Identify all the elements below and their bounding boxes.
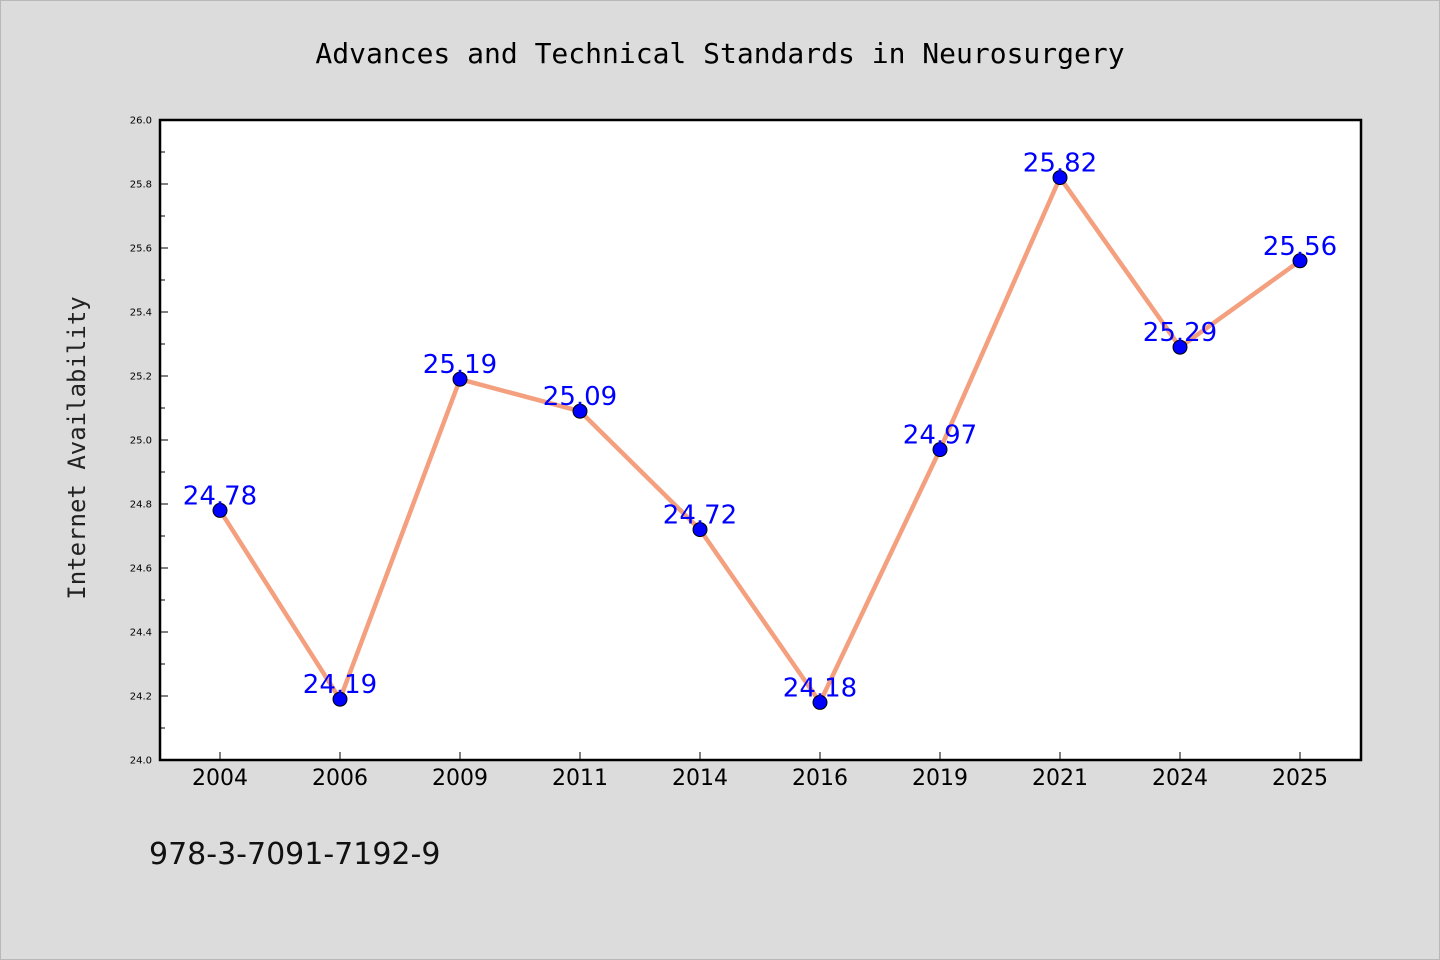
y-tick-label: 25.4: [130, 308, 152, 319]
y-tick-label: 24.0: [130, 756, 152, 767]
x-tick-label: 2009: [432, 766, 488, 791]
x-tick-label: 2016: [792, 766, 848, 791]
y-tick-label: 24.2: [130, 692, 152, 703]
series-line: [218, 175, 1302, 705]
y-tick-label: 24.8: [130, 500, 152, 511]
y-axis-label: Internet Availability: [63, 296, 91, 599]
data-label: 25.29: [1143, 318, 1217, 348]
data-label: 24.19: [303, 670, 377, 700]
data-point: [212, 502, 228, 518]
data-label: 25.19: [423, 350, 497, 380]
isbn-footer: 978-3-7091-7192-9: [149, 837, 440, 872]
y-tick-label: 24.4: [130, 628, 152, 639]
x-tick-label: 2021: [1032, 766, 1088, 791]
x-tick-label: 2011: [552, 766, 608, 791]
chart-title: Advances and Technical Standards in Neur…: [315, 37, 1124, 70]
data-point: [692, 522, 708, 538]
data-point: [572, 403, 588, 419]
y-axis-ticks: 24.0 24.2 24.4 24.6 24.8 25.0 25.2 25.4 25.6 25.8…: [130, 116, 168, 767]
y-tick-label: 25.8: [130, 180, 152, 191]
y-tick-label: 25.0: [130, 436, 152, 447]
y-tick-label: 25.6: [130, 244, 152, 255]
x-tick-label: 2025: [1272, 766, 1328, 791]
data-label: 24.97: [903, 421, 977, 451]
data-label: 24.78: [183, 481, 257, 511]
data-label: 25.09: [543, 382, 617, 412]
data-label: 24.72: [663, 501, 737, 531]
data-point: [812, 694, 828, 710]
data-label: 25.56: [1263, 232, 1337, 262]
data-point: [452, 371, 468, 387]
data-label: 24.18: [783, 673, 857, 703]
y-tick-label: 24.6: [130, 564, 152, 575]
x-tick-label: 2019: [912, 766, 968, 791]
x-tick-label: 2024: [1152, 766, 1208, 791]
data-point: [1052, 170, 1068, 186]
x-tick-label: 2014: [672, 766, 728, 791]
y-tick-label: 25.2: [130, 372, 152, 383]
data-point: [332, 691, 348, 707]
plot-area: [158, 118, 1363, 762]
data-point: [1172, 339, 1188, 355]
data-point: [1292, 253, 1308, 269]
data-label: 25.82: [1023, 149, 1097, 179]
data-labels-group: 24.78 24.19 25.19 25.09 24.72 24.18 24.97 25.82…: [183, 149, 1337, 704]
series-line-group: [212, 170, 1308, 710]
x-axis-ticks: 2004 2006 2009 2011 2014 2016 2019 2021 2024 2025: [192, 752, 1328, 791]
x-tick-label: 2004: [192, 766, 248, 791]
y-tick-label: 26.0: [130, 116, 152, 127]
data-point: [932, 442, 948, 458]
x-tick-label: 2006: [312, 766, 368, 791]
